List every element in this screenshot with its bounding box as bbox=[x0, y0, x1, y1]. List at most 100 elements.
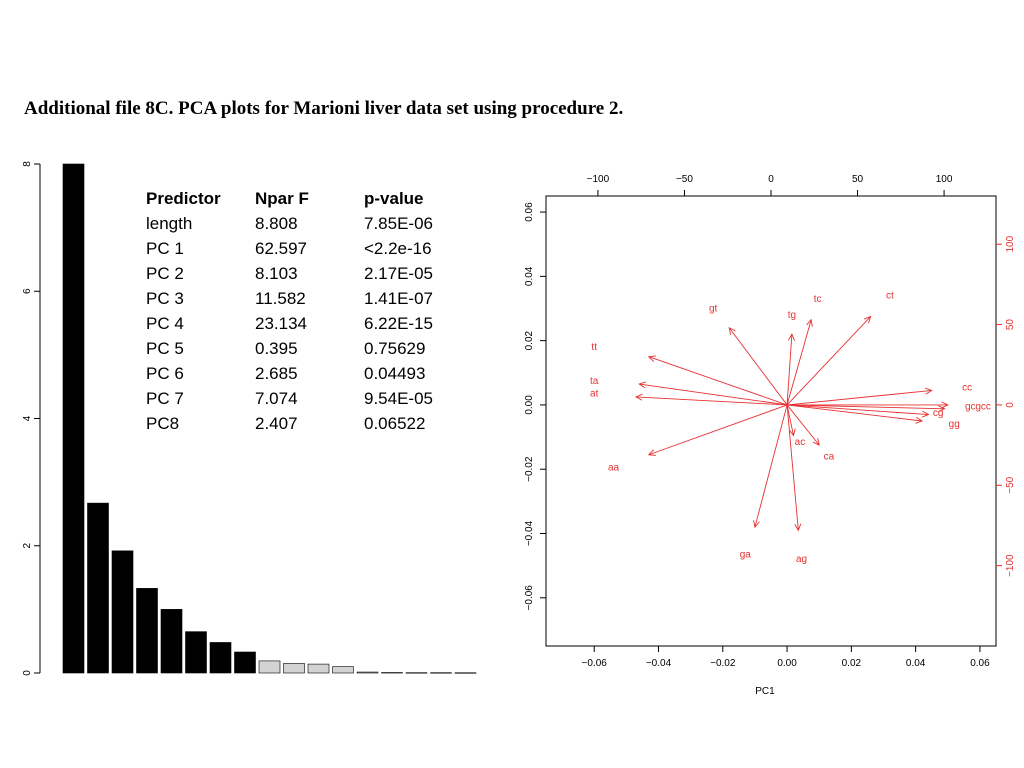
cell-npar-f: 8.808 bbox=[255, 213, 298, 233]
vector-cg: cg bbox=[787, 404, 944, 419]
vector-arrowhead bbox=[638, 381, 647, 389]
vector-label: ga bbox=[740, 549, 752, 560]
vector-line bbox=[786, 334, 793, 405]
vector-ca: ca bbox=[786, 404, 835, 462]
vector-label: ta bbox=[590, 376, 599, 387]
table-row: PC 1 62.597 <2.2e-16 bbox=[146, 236, 454, 261]
vector-label: ac bbox=[795, 437, 806, 448]
y-tick-label: 8 bbox=[22, 161, 33, 167]
cell-predictor: PC 1 bbox=[146, 238, 184, 258]
table-row: PC 5 0.395 0.75629 bbox=[146, 336, 454, 361]
bottom-tick-label: −0.04 bbox=[646, 658, 672, 669]
vector-line bbox=[787, 404, 923, 422]
vector-tg: tg bbox=[786, 310, 796, 405]
vector-line bbox=[648, 404, 788, 456]
vector-line bbox=[786, 319, 812, 406]
right-tick-label: −100 bbox=[1005, 554, 1016, 577]
bar-6 bbox=[185, 631, 207, 674]
vector-line bbox=[635, 396, 788, 406]
scree-bar-chart: 0 2 4 6 8 bbox=[22, 161, 477, 676]
vector-arrowhead bbox=[863, 315, 872, 324]
vector-label: cg bbox=[933, 408, 944, 419]
vector-arrowhead bbox=[915, 416, 924, 424]
bar-15 bbox=[405, 672, 428, 674]
header-p-value: p-value bbox=[364, 188, 424, 208]
top-tick-label: −50 bbox=[676, 174, 693, 185]
bar-4 bbox=[136, 588, 158, 674]
vector-label: gt bbox=[709, 304, 718, 315]
bar-17 bbox=[454, 672, 477, 674]
cell-p-value: 6.22E-15 bbox=[364, 313, 433, 333]
cell-predictor: PC 6 bbox=[146, 363, 184, 383]
bar-12 bbox=[332, 666, 354, 674]
cell-p-value: 1.41E-07 bbox=[364, 288, 433, 308]
table-row: PC 2 8.103 2.17E-05 bbox=[146, 261, 454, 286]
cell-p-value: 0.04493 bbox=[364, 363, 426, 383]
left-tick-label: −0.06 bbox=[524, 585, 535, 611]
cell-p-value: 2.17E-05 bbox=[364, 263, 433, 283]
bar-2 bbox=[87, 502, 109, 674]
vector-tc: tc bbox=[786, 294, 822, 406]
vector-arrowhead bbox=[806, 318, 813, 327]
bottom-tick-label: 0.06 bbox=[970, 658, 990, 669]
cell-npar-f: 8.103 bbox=[255, 263, 298, 283]
table-row: length 8.808 7.85E-06 bbox=[146, 211, 454, 236]
vector-ag: ag bbox=[786, 404, 807, 565]
cell-p-value: <2.2e-16 bbox=[364, 238, 432, 258]
vector-gc: gc bbox=[787, 402, 976, 413]
right-tick-label: 50 bbox=[1005, 319, 1016, 331]
bar-3 bbox=[111, 550, 134, 674]
vector-line bbox=[728, 327, 788, 406]
vector-ta: ta bbox=[590, 376, 788, 406]
vector-arrowhead bbox=[924, 387, 933, 395]
bar-13 bbox=[356, 671, 379, 674]
cell-predictor: PC 4 bbox=[146, 313, 184, 333]
bar-16 bbox=[430, 672, 452, 674]
bar-11 bbox=[307, 663, 330, 674]
y-tick-label: 2 bbox=[22, 543, 33, 549]
bottom-tick-label: 0.04 bbox=[906, 658, 926, 669]
vector-line bbox=[787, 404, 929, 416]
cell-npar-f: 7.074 bbox=[255, 388, 298, 408]
vector-ac: ac bbox=[786, 404, 806, 448]
predictor-stats-table: Predictor Npar F p-value length 8.808 7.85… bbox=[146, 186, 454, 436]
vector-arrowhead bbox=[788, 428, 796, 437]
vector-cc: cc bbox=[787, 382, 972, 406]
vector-label: aa bbox=[608, 463, 620, 474]
vector-arrowhead bbox=[938, 405, 946, 413]
vector-arrowhead bbox=[647, 449, 656, 456]
bottom-tick-label: −0.02 bbox=[710, 658, 736, 669]
page-title: Additional file 8C. PCA plots for Marion… bbox=[24, 98, 624, 119]
cell-npar-f: 62.597 bbox=[255, 238, 307, 258]
cell-npar-f: 11.582 bbox=[255, 288, 306, 308]
left-tick-label: 0.02 bbox=[524, 330, 535, 350]
cell-p-value: 0.06522 bbox=[364, 413, 426, 433]
vector-arrowhead bbox=[921, 410, 930, 418]
vector-gcc: gcc bbox=[787, 401, 991, 413]
table-row: PC 6 2.685 0.04493 bbox=[146, 361, 454, 386]
vector-label: tg bbox=[788, 310, 796, 321]
bar-5 bbox=[160, 609, 183, 674]
table-row: PC 3 11.582 1.41E-07 bbox=[146, 286, 454, 311]
bar-7 bbox=[209, 642, 232, 674]
table-row: PC 7 7.074 9.54E-05 bbox=[146, 386, 454, 411]
cell-predictor: PC 5 bbox=[146, 338, 184, 358]
left-tick-label: 0.06 bbox=[524, 202, 535, 222]
cell-predictor: PC 3 bbox=[146, 288, 184, 308]
vector-ct: ct bbox=[786, 291, 894, 406]
vector-label: ag bbox=[796, 554, 807, 565]
right-tick-label: −50 bbox=[1005, 476, 1016, 493]
cell-npar-f: 23.134 bbox=[255, 313, 307, 333]
vector-label: gg bbox=[949, 419, 960, 430]
bar-8 bbox=[234, 651, 256, 674]
y-tick-label: 0 bbox=[22, 670, 33, 676]
table-row: PC8 2.407 0.06522 bbox=[146, 411, 454, 436]
vector-arrowhead bbox=[794, 523, 802, 532]
vector-label: cc bbox=[962, 382, 972, 393]
left-tick-label: −0.04 bbox=[524, 520, 535, 546]
vector-arrowhead bbox=[728, 326, 736, 335]
vector-label: tc bbox=[814, 294, 822, 305]
bottom-tick-label: 0.00 bbox=[777, 658, 797, 669]
plot-frame bbox=[545, 195, 997, 647]
bar-10 bbox=[283, 663, 305, 674]
